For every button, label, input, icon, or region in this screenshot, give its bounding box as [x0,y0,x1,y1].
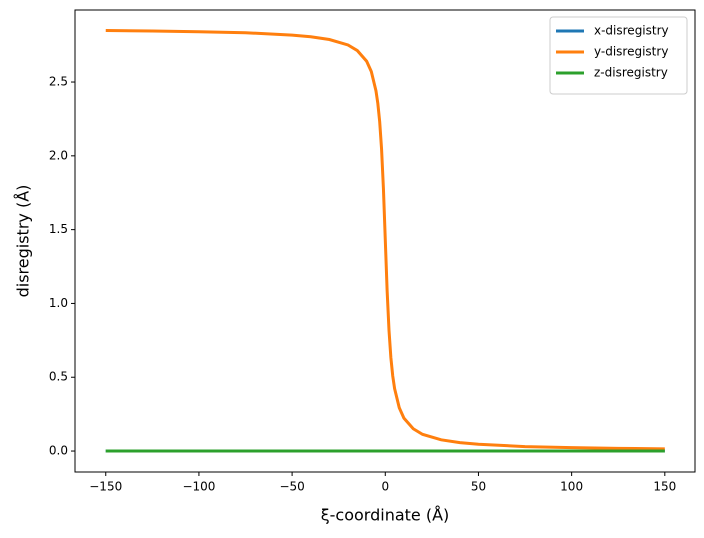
series-line [105,29,665,451]
y-axis-label: disregistry (Å) [14,185,33,298]
y-tick-label: 0.0 [49,444,68,458]
y-tick-label: 2.5 [49,75,68,89]
axes-frame [74,9,696,473]
x-tick-label: 100 [560,480,583,494]
legend-label: z-disregistry [594,66,668,80]
y-tick-label: 1.5 [49,222,68,236]
legend-box [549,16,688,95]
legend: x-disregistry y-disregistry z-disregistry [549,16,688,95]
x-tick-label: 0 [381,480,389,494]
y-tick-label: 1.0 [49,296,68,310]
x-axis-label: ξ-coordinate (Å) [321,506,450,525]
legend-label: y-disregistry [594,45,668,59]
x-tick-label: −150 [89,480,122,494]
legend-label: x-disregistry [594,24,669,38]
x-tick-label: 150 [653,480,676,494]
x-tick-label: −50 [279,480,304,494]
x-tick-label: 50 [471,480,486,494]
y-tick-label: 0.5 [49,370,68,384]
x-tick-label: −100 [182,480,215,494]
y-tick-label: 2.0 [49,148,68,162]
